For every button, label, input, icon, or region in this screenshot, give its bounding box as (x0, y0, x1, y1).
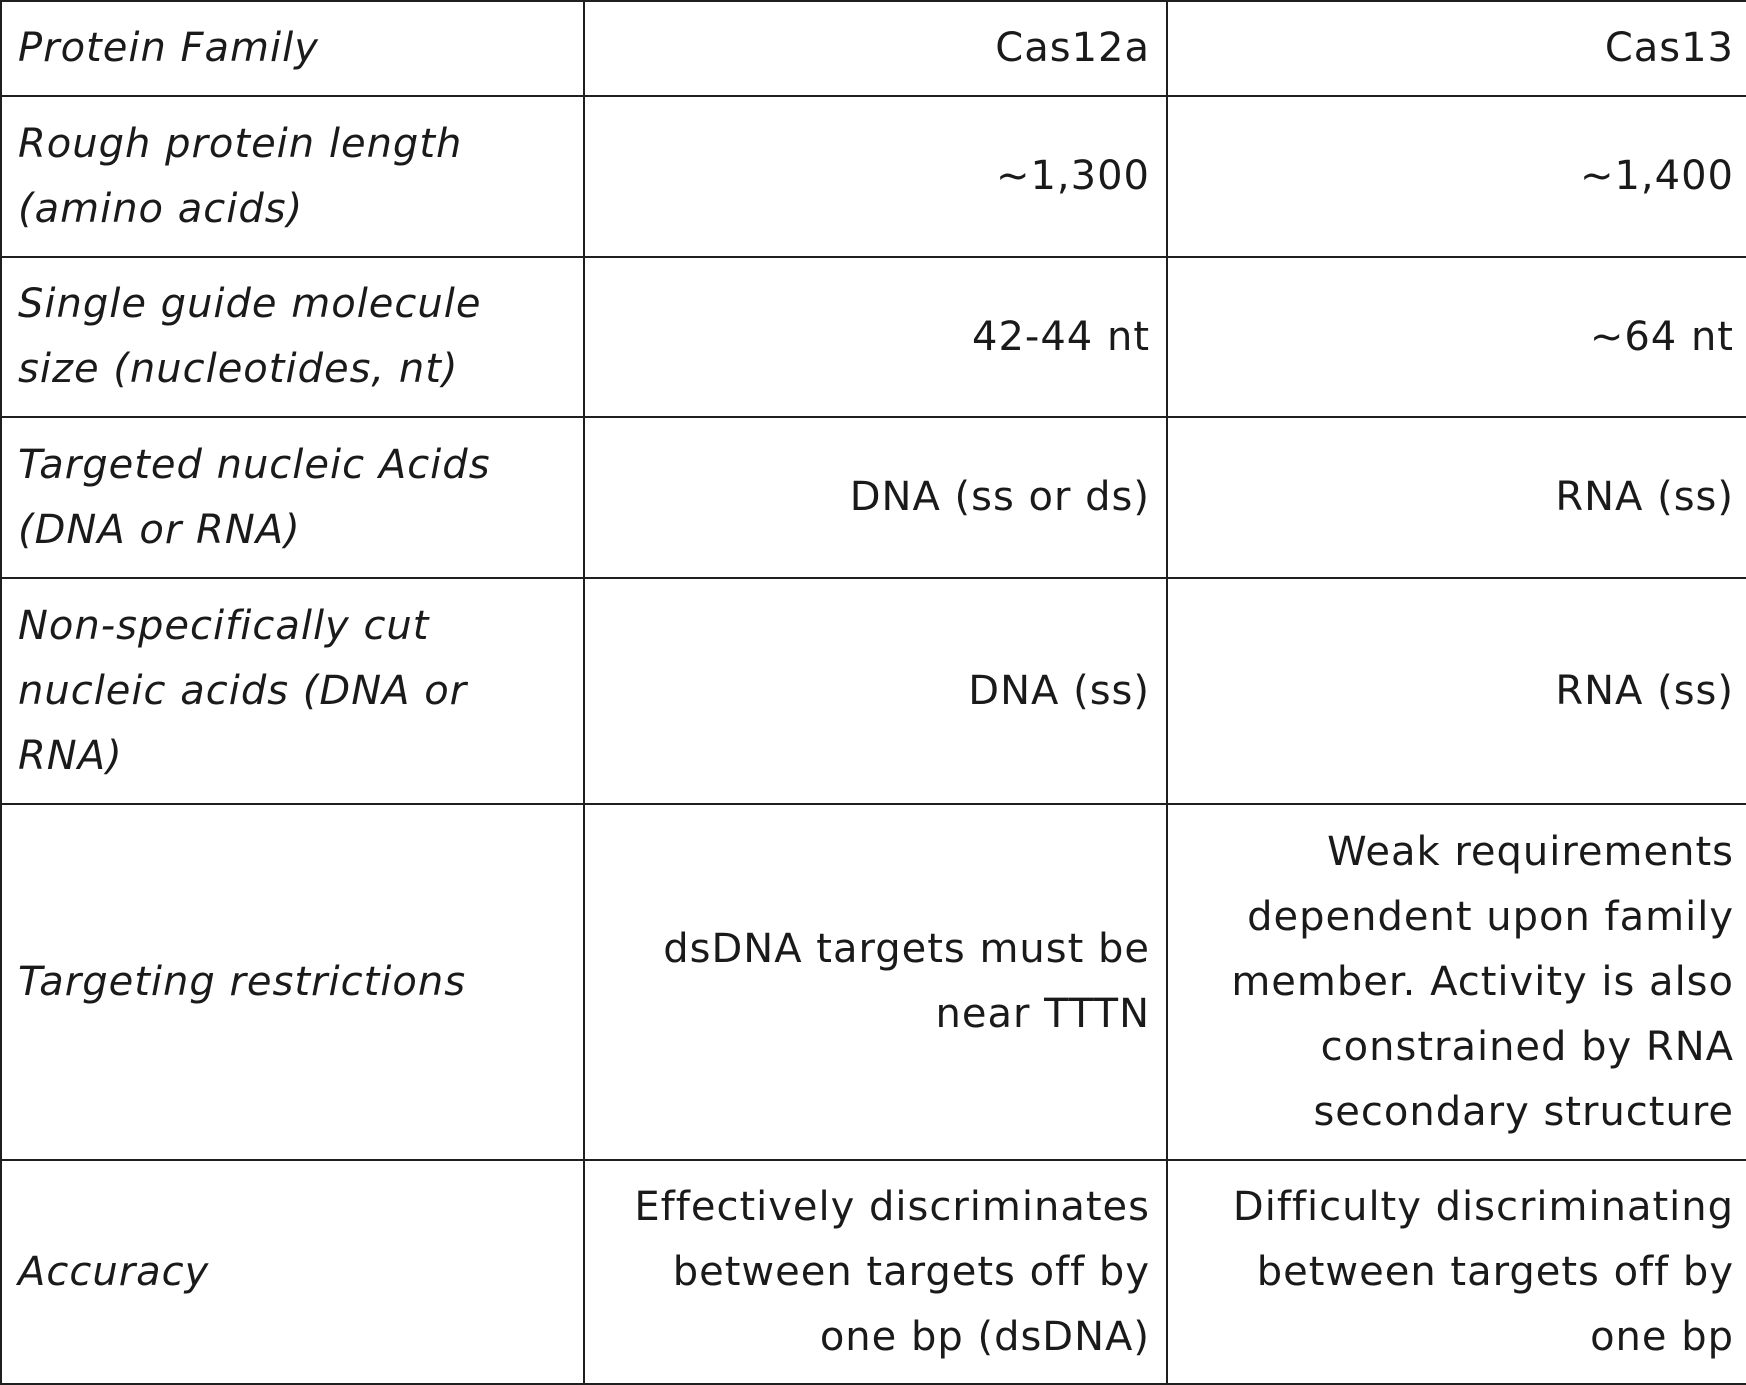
row-label-cell: Accuracy (0, 1159, 585, 1385)
header-cas12a-cell: Cas12a (583, 0, 1168, 97)
table-row-protein-length: Rough protein length (amino acids) ~1,30… (0, 95, 1746, 258)
header-label-cell: Protein Family (0, 0, 585, 97)
table-header-row: Protein Family Cas12a Cas13 (0, 0, 1746, 97)
cas13-value-cell: Difficulty discriminating between target… (1166, 1159, 1746, 1385)
cas12a-value-cell: dsDNA targets must be near TTTN (583, 803, 1168, 1161)
table-row-targeted-nucleic-acids: Targeted nucleic Acids (DNA or RNA) DNA … (0, 416, 1746, 579)
table-row-nonspecific-cut: Non-specifically cut nucleic acids (DNA … (0, 577, 1746, 805)
table-row-guide-size: Single guide molecule size (nucleotides,… (0, 256, 1746, 418)
table-row-accuracy: Accuracy Effectively discriminates betwe… (0, 1159, 1746, 1385)
cas13-value-cell: ~64 nt (1166, 256, 1746, 418)
row-label-cell: Rough protein length (amino acids) (0, 95, 585, 258)
row-label-cell: Single guide molecule size (nucleotides,… (0, 256, 585, 418)
header-cas13-cell: Cas13 (1166, 0, 1746, 97)
cas13-value-cell: Weak requirements dependent upon family … (1166, 803, 1746, 1161)
cas12a-value-cell: 42-44 nt (583, 256, 1168, 418)
row-label-cell: Targeting restrictions (0, 803, 585, 1161)
cas12a-value-cell: DNA (ss or ds) (583, 416, 1168, 579)
cas12a-value-cell: Effectively discriminates between target… (583, 1159, 1168, 1385)
row-label-cell: Targeted nucleic Acids (DNA or RNA) (0, 416, 585, 579)
row-label-cell: Non-specifically cut nucleic acids (DNA … (0, 577, 585, 805)
cas12a-value-cell: ~1,300 (583, 95, 1168, 258)
table-row-targeting-restrictions: Targeting restrictions dsDNA targets mus… (0, 803, 1746, 1161)
cas13-value-cell: ~1,400 (1166, 95, 1746, 258)
cas13-value-cell: RNA (ss) (1166, 416, 1746, 579)
cas13-value-cell: RNA (ss) (1166, 577, 1746, 805)
cas12a-value-cell: DNA (ss) (583, 577, 1168, 805)
